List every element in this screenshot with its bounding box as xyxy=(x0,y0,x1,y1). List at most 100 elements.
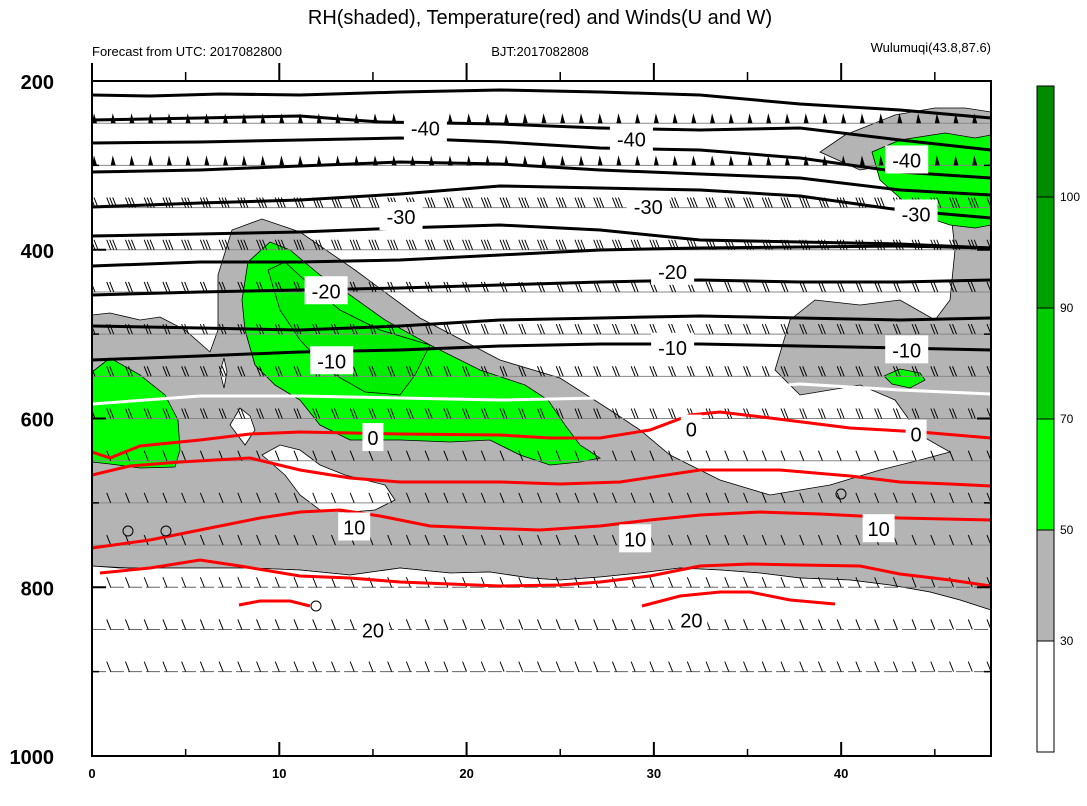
wind-barb xyxy=(202,408,208,419)
wind-barb xyxy=(521,408,527,419)
wind-barb xyxy=(892,661,898,672)
wind-barb xyxy=(836,450,842,461)
wind-barb xyxy=(405,661,411,672)
wind-barb xyxy=(218,661,224,672)
calm-marker xyxy=(160,525,172,537)
wind-barb xyxy=(949,619,955,630)
wind-barb xyxy=(799,366,805,377)
wind-barb xyxy=(446,408,452,419)
wind-barb xyxy=(874,366,880,377)
wind-barb xyxy=(649,281,655,293)
wind-barb xyxy=(555,534,561,546)
wind-barb xyxy=(967,408,973,419)
wind-barb xyxy=(408,366,414,377)
wind-barb xyxy=(424,408,430,419)
wind-barb xyxy=(743,619,748,630)
wind-barb xyxy=(555,366,561,377)
wind-barb xyxy=(387,366,393,377)
wind-barb xyxy=(649,492,655,504)
wind-barb xyxy=(502,323,508,335)
wind-barb xyxy=(743,450,748,461)
wind-barb xyxy=(427,408,433,419)
contour-label: -10 xyxy=(317,351,346,373)
wind-barb xyxy=(761,450,767,461)
wind-barb xyxy=(540,408,545,419)
wind-barb xyxy=(124,492,130,504)
contour-label-bg xyxy=(356,615,389,644)
wind-barb xyxy=(802,281,808,293)
wind-barb xyxy=(633,323,639,335)
wind-barb xyxy=(146,366,152,377)
wind-barb xyxy=(468,239,474,250)
wind-barb-flag xyxy=(653,155,659,166)
wind-barb xyxy=(668,534,674,546)
wind-barb-flag xyxy=(766,155,772,166)
wind-barb xyxy=(443,492,449,504)
wind-barb xyxy=(780,323,786,335)
wind-barb xyxy=(611,323,617,335)
wind-barb xyxy=(521,366,527,377)
wind-barb xyxy=(505,239,511,250)
wind-barb xyxy=(368,366,374,377)
wind-barb-flag xyxy=(934,155,940,166)
wind-barb xyxy=(593,534,599,546)
wind-barb xyxy=(689,366,695,377)
wind-barb xyxy=(952,197,958,208)
wind-barb xyxy=(877,281,883,293)
wind-barb xyxy=(593,619,599,630)
contour-label: 10 xyxy=(868,519,890,541)
wind-barb xyxy=(187,239,193,250)
wind-barb xyxy=(124,577,130,588)
wind-barb xyxy=(911,450,917,461)
contour-label-bg xyxy=(885,145,929,174)
wind-barb xyxy=(839,281,845,293)
wind-barb xyxy=(543,197,548,208)
wind-barb xyxy=(462,239,468,250)
wind-barb-flag xyxy=(560,113,566,124)
wind-barb xyxy=(874,281,880,293)
wind-barb xyxy=(596,366,602,377)
wind-barb xyxy=(839,366,845,377)
wind-barb xyxy=(165,197,171,208)
contour-label: 10 xyxy=(624,529,646,551)
wind-barb xyxy=(855,197,861,208)
wind-barb xyxy=(711,197,717,208)
wind-barb xyxy=(465,323,471,335)
colorbar-box xyxy=(1036,85,1055,198)
wind-barb xyxy=(199,534,205,546)
wind-barb xyxy=(518,323,524,335)
chart-subtitle-left: Forecast from UTC: 2017082800 xyxy=(92,44,282,59)
wind-barb xyxy=(574,366,580,377)
wind-barb xyxy=(911,661,917,672)
wind-barb xyxy=(802,408,808,419)
wind-barb xyxy=(465,408,471,419)
wind-barb xyxy=(911,281,917,293)
wind-barb xyxy=(611,661,617,672)
wind-barb xyxy=(486,239,492,250)
wind-barb xyxy=(218,366,224,377)
wind-barb xyxy=(874,492,880,504)
wind-barb-flag xyxy=(916,113,922,124)
wind-barb xyxy=(293,577,299,588)
wind-barb xyxy=(686,366,692,377)
wind-barb xyxy=(218,492,224,504)
wind-barb xyxy=(799,619,805,630)
wind-barb xyxy=(143,366,149,377)
wind-barb xyxy=(106,619,112,630)
wind-barb xyxy=(537,534,542,546)
wind-barb xyxy=(574,450,580,461)
wind-barb xyxy=(708,323,714,335)
wind-barb xyxy=(671,366,677,377)
wind-barb xyxy=(146,281,152,293)
wind-barb xyxy=(299,239,305,250)
wind-barb-flag xyxy=(447,113,453,124)
wind-barb xyxy=(930,534,936,546)
wind-barb xyxy=(537,661,542,672)
wind-barb xyxy=(127,366,133,377)
contour-label-bg xyxy=(403,113,447,142)
wind-barb xyxy=(933,408,939,419)
wind-barb xyxy=(274,450,280,461)
wind-barb xyxy=(802,197,808,208)
wind-barb xyxy=(518,450,524,461)
wind-barb xyxy=(930,661,936,672)
